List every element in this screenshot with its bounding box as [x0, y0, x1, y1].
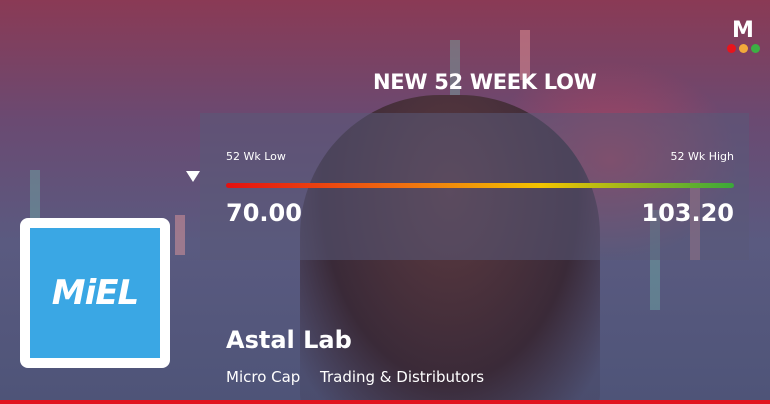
low-value: 70.00: [226, 199, 302, 227]
high-label: 52 Wk High: [670, 150, 734, 163]
bottom-accent-bar: [0, 400, 770, 404]
background-candle: [650, 210, 660, 310]
company-logo-text: MiEL: [51, 273, 139, 313]
brand-dot-green: [751, 44, 760, 53]
headline: NEW 52 WEEK LOW: [373, 70, 597, 94]
company-name: Astal Lab: [226, 326, 352, 354]
market-cap-tag: Micro Cap: [226, 368, 301, 386]
sector-tag: Trading & Distributors: [320, 368, 485, 386]
low-label: 52 Wk Low: [226, 150, 286, 163]
brand-logo-text: M: [732, 18, 754, 43]
company-logo-card: MiEL: [20, 218, 170, 368]
company-logo: MiEL: [30, 228, 160, 358]
background-candle: [520, 30, 530, 80]
background-candle: [450, 40, 460, 100]
range-bar: [226, 183, 734, 188]
background-candle: [175, 215, 185, 255]
brand-logo: M: [724, 20, 762, 54]
brand-dot-red: [727, 44, 736, 53]
background-candle: [30, 170, 40, 250]
brand-dot-orange: [739, 44, 748, 53]
current-price-marker-icon: [186, 171, 200, 182]
high-value: 103.20: [641, 199, 734, 227]
